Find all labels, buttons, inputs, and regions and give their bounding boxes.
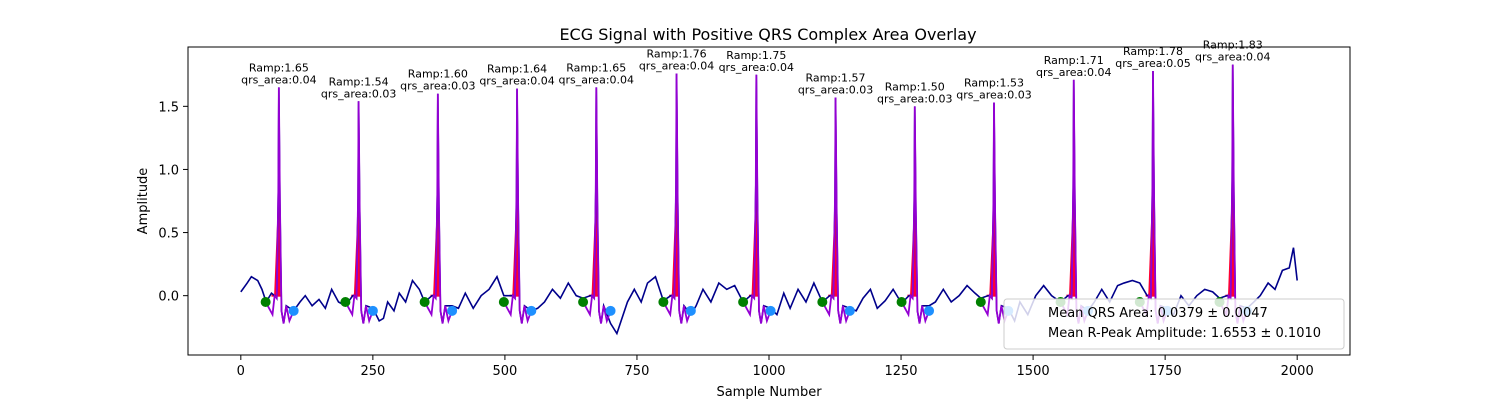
y-tick-label-2: 1.0 bbox=[158, 163, 179, 178]
qrs-area-label-6: qrs_area:0.04 bbox=[719, 61, 794, 74]
q-marker-5 bbox=[658, 296, 669, 307]
s-marker-7 bbox=[844, 305, 855, 316]
ramp-label-9: Ramp:1.53 bbox=[964, 77, 1024, 90]
s-marker-2 bbox=[447, 305, 458, 316]
qrs-area-label-11: qrs_area:0.05 bbox=[1115, 57, 1190, 70]
s-marker-4 bbox=[605, 305, 616, 316]
chart-title: ECG Signal with Positive QRS Complex Are… bbox=[559, 25, 976, 44]
ecg-signal-line bbox=[240, 64, 1298, 336]
x-axis-label: Sample Number bbox=[716, 385, 822, 400]
axes: 0 250 500 750 1000 1250 1500 1750 2000 0.0 0.5 1.0 1… bbox=[158, 100, 1313, 379]
qrs-overlay-6 bbox=[742, 74, 772, 325]
qrs-overlay-2 bbox=[423, 93, 453, 325]
s-marker-8 bbox=[924, 305, 935, 316]
qrs-area-label-9: qrs_area:0.03 bbox=[956, 89, 1031, 102]
ramp-label-3: Ramp:1.64 bbox=[487, 63, 547, 76]
q-marker-6 bbox=[738, 296, 749, 307]
s-marker-5 bbox=[685, 305, 696, 316]
qrs-overlay-0 bbox=[264, 87, 295, 324]
qrs-overlay-1 bbox=[344, 101, 374, 325]
ramp-label-7: Ramp:1.57 bbox=[806, 71, 866, 84]
ramp-label-11: Ramp:1.78 bbox=[1123, 45, 1183, 58]
legend-box bbox=[1003, 298, 1345, 350]
q-marker-2 bbox=[419, 296, 430, 307]
qrs-area-label-8: qrs_area:0.03 bbox=[877, 92, 952, 105]
x-tick-label-4: 1000 bbox=[752, 364, 785, 379]
ramp-label-12: Ramp:1.83 bbox=[1203, 39, 1263, 52]
ramp-label-0: Ramp:1.65 bbox=[249, 61, 309, 74]
qrs-overlay-3 bbox=[503, 88, 533, 325]
q-marker-8 bbox=[896, 296, 907, 307]
x-tick-label-1: 250 bbox=[360, 364, 385, 379]
qrs-area-label-4: qrs_area:0.04 bbox=[559, 73, 634, 86]
q-marker-3 bbox=[498, 296, 509, 307]
ramp-label-2: Ramp:1.60 bbox=[408, 68, 468, 81]
legend: Mean QRS Area: 0.0379 ± 0.0047 Mean R-Pea… bbox=[1003, 298, 1345, 350]
q-marker-0 bbox=[260, 296, 271, 307]
s-marker-1 bbox=[367, 305, 378, 316]
qrs-area-label-2: qrs_area:0.03 bbox=[400, 80, 475, 93]
x-tick-label-7: 1750 bbox=[1149, 364, 1182, 379]
qrs-overlay-7 bbox=[821, 97, 851, 325]
x-tick-label-0: 0 bbox=[237, 364, 245, 379]
qrs-area-label-3: qrs_area:0.04 bbox=[479, 75, 554, 88]
ramp-label-5: Ramp:1.76 bbox=[647, 48, 707, 61]
qrs-area-label-10: qrs_area:0.04 bbox=[1036, 66, 1111, 79]
x-tick-label-6: 1500 bbox=[1017, 364, 1050, 379]
qrs-overlay-9 bbox=[980, 102, 1010, 325]
q-marker-4 bbox=[578, 296, 589, 307]
ramp-label-1: Ramp:1.54 bbox=[329, 75, 389, 88]
ramp-label-8: Ramp:1.50 bbox=[885, 80, 945, 93]
qrs-overlay-8 bbox=[900, 106, 930, 325]
q-marker-7 bbox=[817, 296, 828, 307]
y-tick-label-0: 0.0 bbox=[158, 290, 179, 305]
y-axis-label: Amplitude bbox=[136, 168, 151, 235]
s-marker-3 bbox=[526, 305, 537, 316]
x-tick-label-5: 1250 bbox=[884, 364, 917, 379]
ramp-label-4: Ramp:1.65 bbox=[566, 61, 626, 74]
q-marker-1 bbox=[340, 296, 351, 307]
ramp-label-10: Ramp:1.71 bbox=[1044, 54, 1104, 67]
qrs-overlay-5 bbox=[662, 73, 692, 325]
legend-entry-0: Mean QRS Area: 0.0379 ± 0.0047 bbox=[1048, 306, 1268, 321]
x-tick-label-3: 750 bbox=[625, 364, 650, 379]
s-marker-0 bbox=[288, 305, 299, 316]
ramp-label-6: Ramp:1.75 bbox=[726, 49, 786, 62]
qrs-area-label-0: qrs_area:0.04 bbox=[241, 73, 316, 86]
y-tick-label-3: 1.5 bbox=[158, 100, 179, 115]
qrs-area-label-5: qrs_area:0.04 bbox=[639, 60, 714, 73]
qrs-overlay-4 bbox=[582, 87, 612, 325]
q-marker-9 bbox=[975, 296, 986, 307]
qrs-area-label-12: qrs_area:0.04 bbox=[1195, 51, 1270, 64]
qrs-area-label-7: qrs_area:0.03 bbox=[798, 83, 873, 96]
y-tick-label-1: 0.5 bbox=[158, 227, 179, 242]
x-tick-label-8: 2000 bbox=[1281, 364, 1314, 379]
qrs-area-label-1: qrs_area:0.03 bbox=[321, 87, 396, 100]
legend-entry-1: Mean R-Peak Amplitude: 1.6553 ± 0.1010 bbox=[1048, 326, 1321, 341]
s-marker-6 bbox=[765, 305, 776, 316]
x-tick-label-2: 500 bbox=[492, 364, 517, 379]
